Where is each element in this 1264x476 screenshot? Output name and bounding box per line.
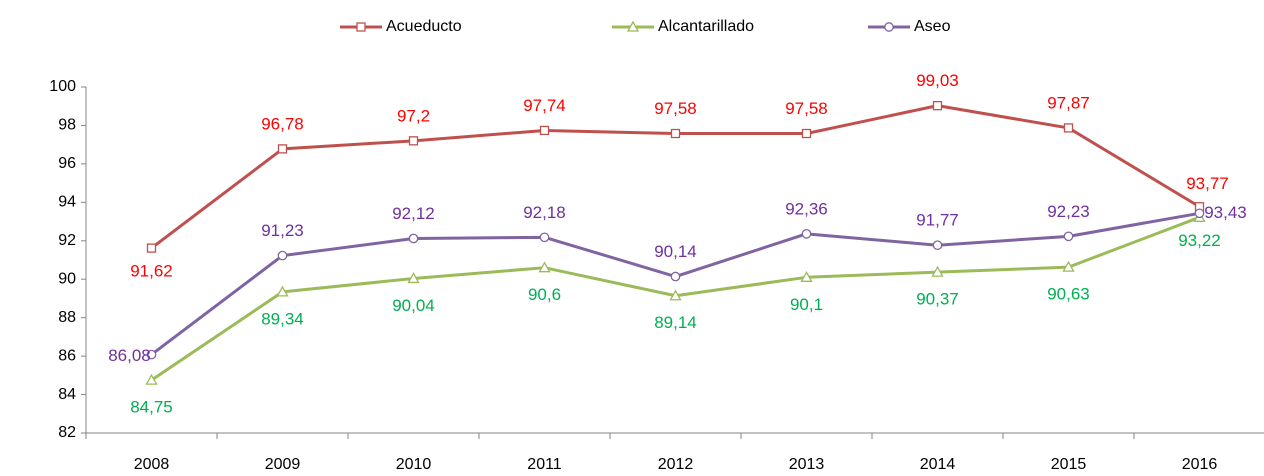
y-tick-label: 94 [58,194,76,211]
data-label: 97,2 [397,106,430,125]
data-label: 97,58 [785,99,828,118]
data-point [145,373,158,385]
data-point [1194,208,1205,219]
x-tick-label: 2014 [920,456,956,473]
data-point [146,349,157,360]
data-point [1062,260,1075,272]
data-point [931,265,944,277]
legend-label: Aseo [914,18,951,35]
data-label: 92,23 [1047,202,1090,221]
data-label: 91,62 [130,262,173,281]
x-tick-label: 2013 [789,456,825,473]
data-label: 90,37 [916,290,959,309]
x-tick-label: 2015 [1051,456,1087,473]
x-tick-label: 2012 [658,456,694,473]
data-point [1063,231,1074,242]
data-label: 96,78 [261,114,304,133]
y-tick-label: 84 [58,386,76,403]
series-line [150,211,1200,356]
y-tick-label: 86 [58,347,76,364]
data-point [539,232,550,243]
y-tick-label: 88 [58,309,76,326]
data-label: 90,6 [528,285,561,304]
data-label: 97,74 [523,96,566,115]
data-label: 92,12 [392,204,435,223]
legend-marker [356,22,366,32]
data-point [407,272,420,284]
x-tick-label: 2011 [527,456,562,473]
data-point [669,289,682,301]
data-point [538,261,551,273]
x-tick-label: 2010 [396,456,432,473]
data-label: 91,23 [261,221,304,240]
x-tick-label: 2016 [1182,456,1218,473]
data-point [932,100,943,111]
data-label: 93,77 [1186,174,1229,193]
y-tick-label: 90 [58,270,76,287]
data-point [408,136,419,146]
legend-marker [626,20,640,32]
legend-label: Acueducto [386,18,462,35]
data-point [277,144,288,154]
data-point [801,128,812,139]
data-point [146,243,157,253]
data-label: 92,36 [785,199,828,218]
legend-label: Alcantarillado [658,18,754,35]
data-label: 86,08 [108,346,151,365]
data-label: 93,22 [1178,231,1221,250]
data-label: 99,03 [916,71,959,90]
series-line [150,104,1201,250]
data-label: 92,18 [523,203,566,222]
data-label: 91,77 [916,211,959,230]
data-label: 89,34 [261,309,304,328]
data-point [408,233,419,244]
data-label: 90,14 [654,242,697,261]
y-tick-label: 82 [58,424,76,441]
data-label: 84,75 [130,398,173,417]
y-tick-label: 100 [49,78,76,95]
legend-marker [884,22,894,32]
x-tick-label: 2009 [265,456,301,473]
data-label: 90,1 [790,295,823,314]
data-point [670,271,681,282]
data-label: 97,87 [1047,93,1090,112]
data-point [276,285,289,297]
data-label: 97,58 [654,99,697,118]
data-point [539,125,550,136]
y-tick-label: 92 [58,232,76,249]
data-point [932,240,943,251]
data-point [277,250,288,261]
y-tick-label: 98 [58,117,76,134]
data-point [670,128,681,139]
y-tick-label: 96 [58,155,76,172]
x-tick-label: 2008 [134,456,170,473]
data-label: 90,04 [392,296,435,315]
data-point [1063,123,1074,133]
data-label: 90,63 [1047,285,1090,304]
data-label: 93,43 [1204,203,1247,222]
data-label: 89,14 [654,313,697,332]
data-point [801,229,812,239]
data-point [800,270,813,282]
